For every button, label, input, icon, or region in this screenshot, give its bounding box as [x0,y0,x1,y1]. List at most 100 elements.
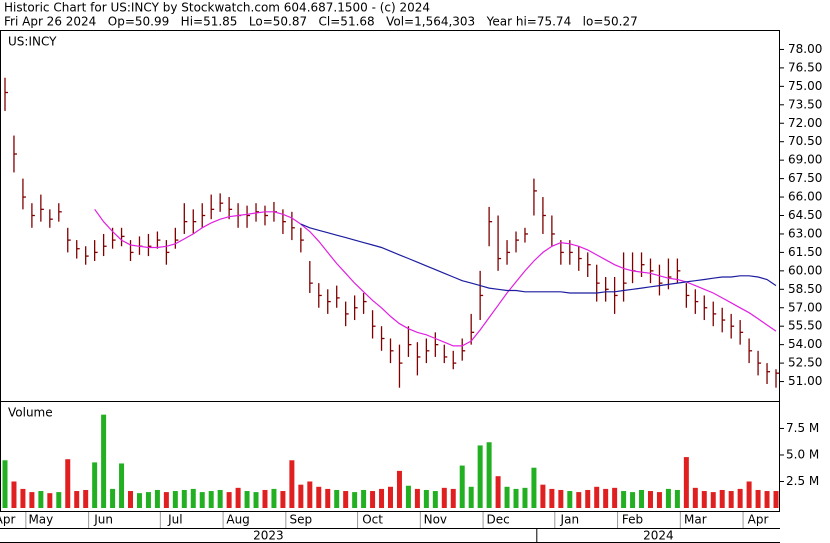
volume-bar [764,491,770,508]
volume-bar [325,488,331,508]
x-tick-label: Nov [424,513,447,527]
volume-bar [414,488,420,508]
volume-bar [692,487,698,508]
y-tick-label: 64.50 [788,208,822,222]
volume-bar [656,492,662,508]
volume-bar [486,442,492,508]
volume-bar [56,492,62,508]
volume-bar [621,491,627,508]
volume-bar [405,485,411,508]
volume-bar [495,476,501,508]
y-tick-label: 67.50 [788,171,822,185]
volume-bar [20,488,26,508]
volume-bar [74,491,80,508]
volume-bar [172,491,178,508]
volume-bar [567,491,573,508]
volume-bar [199,492,205,508]
x-tick-label: Sep [290,513,313,527]
volume-bar [262,489,268,508]
volume-bar [352,492,358,508]
volume-bar [244,491,250,508]
volume-bar [558,489,564,508]
y-tick-label: 61.50 [788,245,822,259]
volume-bar [531,467,537,508]
volume-bar [208,491,214,508]
volume-bar [343,491,349,508]
volume-bar [612,487,618,508]
volume-bar [280,491,286,508]
volume-bar [396,470,402,508]
x-tick-label: Apr [748,513,769,527]
y-tick-label: 2.5 M [786,474,819,488]
volume-bar [29,492,35,508]
volume-bar [217,489,223,508]
x-tick-label: Apr [0,513,15,527]
volume-bar [38,491,44,508]
volume-bar [719,489,725,508]
volume-bar [110,488,116,508]
volume-bar [585,489,591,508]
volume-bar [477,445,483,508]
moving-average [300,223,777,294]
volume-bar [316,486,322,508]
volume-bar [298,484,304,508]
volume-bar [307,481,313,508]
x-tick-label: Jun [93,513,113,527]
volume-bar [92,462,98,508]
x-tick-label: Feb [622,513,643,527]
volume-bar [603,488,609,508]
volume-bar [728,491,734,508]
volume-bar [163,492,169,508]
volume-bar [639,489,645,508]
volume-bar [361,489,367,508]
y-tick-label: 60.00 [788,263,822,277]
x-tick-label: Jul [167,513,182,527]
chart-subtitle: Fri Apr 26 2024 Op=50.99 Hi=51.85 Lo=50.… [4,15,638,29]
volume-bar [594,486,600,508]
volume-bar [683,457,689,508]
y-tick-label: 58.50 [788,282,822,296]
volume-bar [388,486,393,508]
volume-bar [226,492,232,508]
y-tick-label: 57.00 [788,300,822,314]
volume-bar [450,488,456,508]
volume-bar [522,487,528,508]
volume-bar [701,491,707,508]
volume-bar [370,491,376,508]
y-tick-label: 7.5 M [786,421,819,435]
x-tick-label: Mar [684,513,707,527]
x-tick-label: May [28,513,53,527]
volume-bar [65,459,71,508]
symbol-label: US:INCY [8,35,57,49]
y-tick-label: 55.50 [788,319,822,333]
volume-bar [504,486,510,508]
volume-bar [737,488,743,508]
y-tick-label: 54.00 [788,337,822,351]
volume-bar [423,489,429,508]
volume-bar [253,492,259,508]
volume-bar [289,460,295,508]
year-label: 2024 [643,529,674,543]
volume-bar [468,486,474,508]
volume-bar [101,414,107,508]
volume-bar [181,489,187,508]
y-tick-label: 72.00 [788,116,822,130]
volume-bar [459,465,465,508]
year-label: 2023 [253,529,284,543]
volume-bar [119,463,125,508]
volume-bar [674,489,680,508]
volume-bar [755,489,761,508]
volume-bar [549,488,555,508]
volume-bar [576,492,582,508]
volume-bar [647,491,653,508]
volume-bar [2,460,8,508]
volume-bar [136,493,142,508]
moving-average [94,208,777,347]
x-tick-label: Oct [362,513,383,527]
volume-bar [334,489,340,508]
volume-bar [47,493,53,508]
y-tick-label: 52.50 [788,356,822,370]
volume-label: Volume [8,406,53,420]
y-tick-label: 76.50 [788,60,822,74]
